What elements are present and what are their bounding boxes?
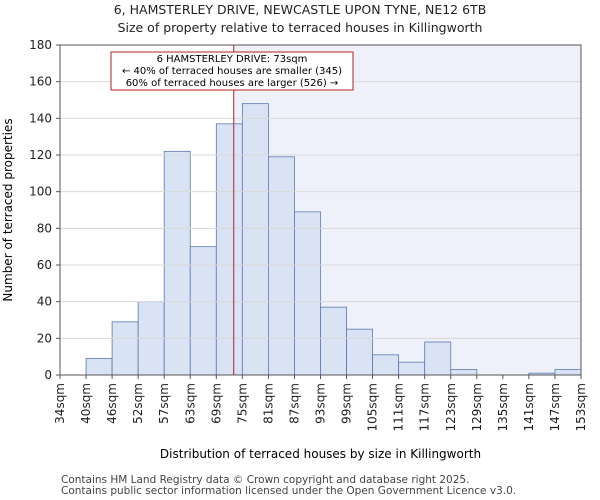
x-tick-label: 81sqm (261, 383, 275, 424)
annotation-box: 6 HAMSTERLEY DRIVE: 73sqm ← 40% of terra… (110, 51, 354, 91)
x-tick-label: 147sqm (548, 383, 562, 431)
histogram-bar (85, 358, 113, 376)
y-tick-label: 0 (44, 368, 52, 382)
histogram-bar (267, 156, 295, 376)
annotation-line-3: 60% of terraced houses are larger (526) … (126, 78, 339, 89)
footer-licence: Contains public sector information licen… (61, 485, 517, 497)
x-tick-label: 63sqm (183, 383, 197, 424)
annotation-line-1: 6 HAMSTERLEY DRIVE: 73sqm (157, 54, 308, 65)
y-tick-label: 60 (37, 258, 52, 272)
histogram-bar (241, 103, 269, 376)
x-tick-label: 111sqm (392, 383, 406, 431)
y-tick-label: 80 (37, 221, 52, 235)
x-tick-label: 129sqm (470, 383, 484, 431)
x-tick-label: 87sqm (287, 383, 301, 424)
y-tick-label: 120 (29, 148, 52, 162)
histogram-bar (111, 321, 139, 376)
x-tick-label: 52sqm (131, 383, 145, 424)
x-tick-label: 99sqm (340, 383, 354, 424)
y-tick-label: 160 (29, 75, 52, 89)
x-tick-label: 141sqm (522, 383, 536, 431)
x-tick-label: 34sqm (53, 383, 67, 424)
x-tick-label: 135sqm (496, 383, 510, 431)
histogram-bar (450, 369, 478, 376)
x-tick-label: 117sqm (418, 383, 432, 431)
chart-title: 6, HAMSTERLEY DRIVE, NEWCASTLE UPON TYNE… (113, 2, 487, 17)
histogram-bar (554, 369, 582, 376)
histogram-bar (294, 211, 321, 376)
x-tick-label: 75sqm (235, 383, 249, 424)
x-tick-label: 153sqm (574, 383, 588, 431)
histogram-bar (320, 306, 347, 376)
x-tick-label: 123sqm (444, 383, 458, 431)
y-tick-label: 40 (37, 295, 52, 309)
histogram-bar (346, 328, 373, 376)
x-tick-label: 46sqm (105, 383, 119, 424)
histogram-bar (215, 123, 243, 376)
histogram-bar (424, 341, 452, 376)
y-tick-label: 180 (29, 38, 52, 52)
y-axis-label: Number of terraced properties (1, 118, 15, 301)
y-tick-label: 20 (37, 331, 52, 345)
y-tick-label: 140 (29, 111, 52, 125)
x-tick-label: 40sqm (79, 383, 93, 424)
x-tick-label: 93sqm (314, 383, 328, 424)
footer-copyright: Contains HM Land Registry data © Crown c… (61, 474, 470, 486)
histogram-chart: 0 20 40 60 80 100 120 140 160 180 34sqm 40sqm 46sqm… (1, 38, 588, 461)
chart-subtitle: Size of property relative to terraced ho… (117, 20, 483, 35)
x-axis-label: Distribution of terraced houses by size … (160, 447, 481, 461)
x-tick-label: 57sqm (157, 383, 171, 424)
x-tick-label: 105sqm (366, 383, 380, 431)
histogram-bar (372, 354, 400, 376)
x-tick-label: 69sqm (209, 383, 223, 424)
histogram-bar (398, 361, 426, 376)
y-tick-label: 100 (29, 185, 52, 199)
histogram-bar (163, 150, 191, 376)
histogram-bar (189, 246, 217, 376)
plot-frame (59, 44, 582, 376)
annotation-line-2: ← 40% of terraced houses are smaller (34… (122, 66, 342, 77)
